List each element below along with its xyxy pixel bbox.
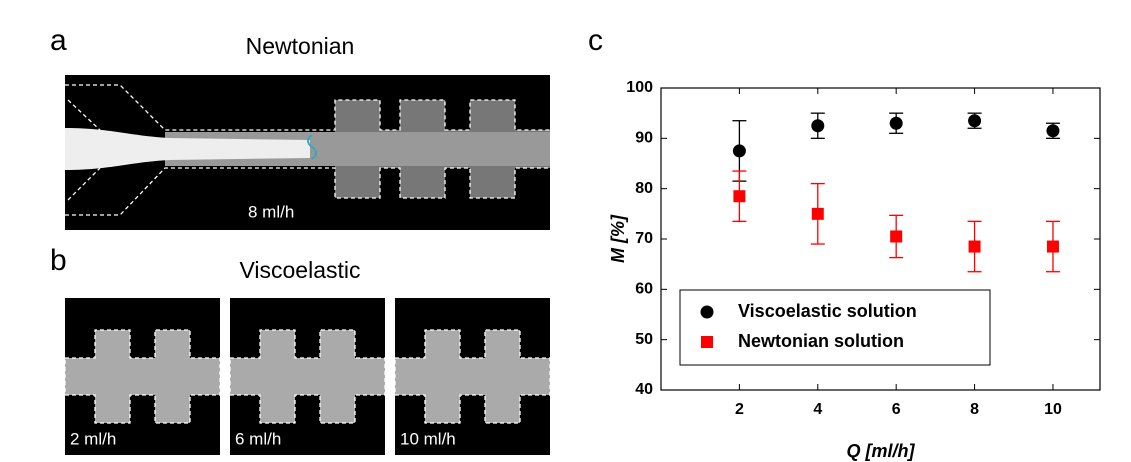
- flow-label: 10 ml/h: [400, 429, 456, 448]
- x-tick-label: 2: [735, 401, 744, 418]
- point: [890, 230, 903, 243]
- y-axis-label: M [%]: [608, 214, 628, 263]
- x-tick-label: 8: [970, 401, 979, 418]
- y-tick-label: 80: [635, 180, 653, 197]
- x-tick-label: 10: [1044, 401, 1062, 418]
- channel-outline: [64, 329, 221, 424]
- legend-label: Viscoelastic solution: [738, 301, 917, 321]
- point: [1046, 124, 1060, 138]
- flow-label: 8 ml/h: [248, 202, 294, 221]
- flow-label: 6 ml/h: [235, 429, 281, 448]
- y-tick-label: 50: [635, 331, 653, 348]
- legend-label: Newtonian solution: [738, 331, 904, 351]
- panel-label: c: [588, 24, 603, 57]
- x-tick-label: 6: [892, 401, 901, 418]
- plot: 40 50 60 70 80 90 100 2 4 6 8 10 Q [ml/h] M [%] Viscoe…: [608, 79, 1101, 461]
- panel-title: Newtonian: [246, 33, 355, 59]
- point: [1046, 240, 1059, 253]
- flow-label: 2 ml/h: [70, 429, 116, 448]
- y-tick-label: 60: [635, 281, 653, 298]
- panel-title: Viscoelastic: [239, 257, 360, 283]
- y-tick-label: 100: [626, 79, 653, 96]
- legend-marker: [701, 336, 713, 348]
- point: [889, 116, 903, 130]
- point: [811, 119, 825, 133]
- point: [811, 207, 824, 220]
- channel: [65, 330, 220, 423]
- point: [968, 240, 981, 253]
- legend: [679, 289, 991, 366]
- micrograph: [65, 75, 550, 230]
- micrographs: 2 ml/h 6 ml/h 10 ml/h: [64, 298, 551, 455]
- panel-label: b: [50, 244, 67, 277]
- y-tick-label: 70: [635, 230, 653, 247]
- x-axis-label: Q [ml/h]: [847, 441, 916, 461]
- legend-marker: [700, 305, 714, 319]
- x-tick-label: 4: [813, 401, 822, 418]
- y-tick-label: 90: [635, 130, 653, 147]
- channel-outline: [229, 329, 386, 424]
- channel-outline: [394, 329, 551, 424]
- point: [968, 114, 982, 128]
- channel: [395, 330, 550, 423]
- panel-label: a: [50, 24, 67, 57]
- point: [732, 144, 746, 158]
- y-tick-label: 40: [635, 381, 653, 398]
- channel: [230, 330, 385, 423]
- point: [733, 190, 746, 203]
